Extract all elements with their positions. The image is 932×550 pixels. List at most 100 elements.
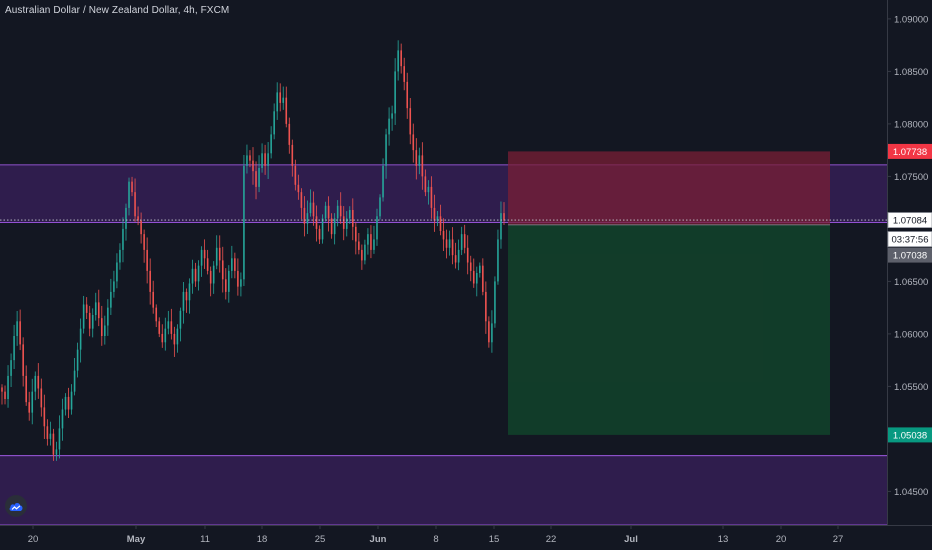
candle-body	[454, 255, 457, 263]
candle-body	[324, 205, 327, 219]
candle-body	[64, 396, 67, 410]
candle-body	[400, 50, 402, 67]
candle-body	[209, 270, 212, 284]
y-tick-label: 1.07500	[894, 172, 928, 183]
candle-body	[97, 302, 100, 319]
x-tick-label: 20	[28, 534, 39, 545]
candle-body	[88, 312, 91, 329]
candle-body	[294, 165, 297, 185]
candle-body	[418, 155, 421, 166]
candle-body	[107, 307, 109, 326]
candle-body	[31, 391, 34, 413]
candle-body	[104, 325, 106, 336]
candle-body	[497, 239, 499, 282]
candle-body	[500, 213, 502, 240]
candle-body	[246, 155, 248, 166]
candle-body	[1, 387, 3, 392]
candle-body	[264, 153, 266, 166]
candle-body	[155, 307, 158, 322]
candle-body	[261, 153, 263, 168]
candle-body	[170, 321, 173, 334]
position-target-zone[interactable]	[508, 224, 830, 435]
candle-body	[503, 213, 505, 221]
position-stop-zone[interactable]	[508, 151, 830, 225]
zone-rect-1[interactable]	[0, 455, 887, 525]
candle-body	[415, 150, 418, 166]
y-tick-label: 1.08500	[894, 67, 928, 78]
candle-body	[43, 407, 46, 427]
candle-body	[234, 258, 236, 271]
candle-body	[255, 171, 257, 187]
candle-body	[200, 249, 203, 266]
candle-body	[491, 323, 493, 343]
y-tick-label: 1.06500	[894, 277, 928, 288]
price-label-countdown[interactable]	[887, 231, 932, 247]
price-label-stop[interactable]	[888, 143, 932, 159]
candle-body	[143, 234, 145, 250]
candle-body	[152, 291, 155, 308]
candle-body	[315, 216, 318, 229]
candle-body	[448, 239, 451, 248]
tradingview-cloud-icon[interactable]	[5, 495, 27, 517]
candle-body	[376, 216, 378, 240]
candle-body	[4, 391, 6, 399]
candle-body	[82, 304, 85, 329]
candle-body	[173, 333, 176, 345]
candle-body	[149, 270, 151, 292]
price-label-target[interactable]	[888, 427, 932, 443]
candle-body	[113, 281, 115, 292]
price-axis-panel[interactable]	[887, 0, 932, 550]
candle-body	[351, 210, 354, 227]
candle-body	[22, 344, 24, 376]
candle-body	[403, 66, 406, 82]
candle-body	[85, 304, 88, 313]
x-tick-label: 11	[200, 534, 210, 545]
candle-body	[46, 426, 49, 439]
time-axis-panel[interactable]	[0, 525, 887, 550]
candle-body	[91, 315, 94, 329]
candle-body	[442, 231, 445, 240]
candle-body	[297, 184, 300, 193]
candle-body	[397, 50, 399, 72]
candle-body	[358, 241, 360, 250]
candle-body	[240, 279, 242, 287]
candle-body	[249, 155, 251, 161]
candle-body	[76, 349, 79, 371]
candle-body	[409, 108, 412, 135]
candle-body	[361, 249, 363, 261]
price-label-text-last: 1.07084	[893, 216, 927, 227]
candle-body	[161, 333, 164, 343]
candle-body	[309, 202, 312, 214]
candle-body	[131, 181, 133, 193]
candle-body	[382, 165, 384, 198]
candle-body	[122, 228, 124, 250]
chart-title: Australian Dollar / New Zealand Dollar, …	[5, 5, 230, 16]
candle-body	[28, 402, 31, 413]
price-label-last[interactable]	[887, 212, 932, 228]
candle-body	[224, 279, 227, 292]
price-label-entry[interactable]	[888, 247, 932, 263]
x-tick-label: 18	[257, 534, 268, 545]
candle-body	[436, 216, 439, 221]
candle-body	[373, 239, 375, 250]
candle-body	[61, 409, 64, 429]
candle-body	[288, 123, 291, 145]
candle-body	[282, 97, 285, 103]
x-tick-label: 27	[833, 534, 844, 545]
candle-body	[466, 247, 469, 263]
candle-body	[421, 155, 424, 177]
price-label-text-target: 1.05038	[893, 430, 927, 441]
candle-body	[270, 134, 272, 154]
candle-body	[185, 291, 188, 301]
candle-body	[457, 249, 460, 263]
candle-body	[94, 302, 97, 315]
y-tick-label: 1.09000	[894, 14, 928, 25]
candle-body	[279, 92, 282, 103]
candle-body	[267, 153, 269, 166]
candle-body	[67, 396, 70, 410]
candle-body	[206, 258, 209, 271]
candle-body	[394, 71, 396, 114]
